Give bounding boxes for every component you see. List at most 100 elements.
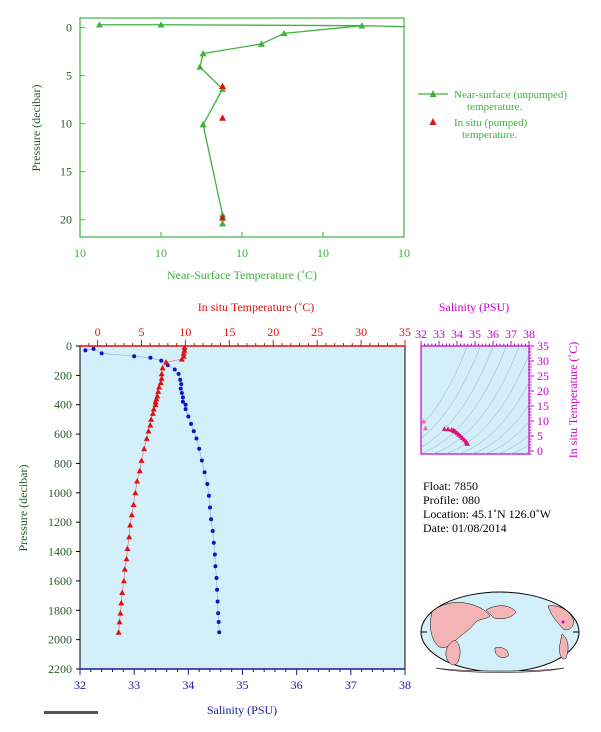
profile-panel: 0200400600800100012001400160018002000220…: [16, 300, 411, 717]
pressure-tick-label: 400: [54, 398, 72, 412]
temperature-point: [159, 365, 166, 371]
pressure-tick-label: 1600: [48, 574, 72, 588]
ts-salinity-tick-label: 35: [469, 327, 481, 341]
salinity-point: [176, 371, 181, 376]
temperature-point: [116, 619, 123, 625]
temperature-point: [143, 435, 150, 441]
ts-point: [441, 426, 447, 431]
salinity-point: [189, 421, 194, 426]
pressure-tick-label: 600: [54, 427, 72, 441]
salinity-point: [210, 528, 215, 533]
ts-density-contour: [445, 353, 529, 454]
salinity-point: [191, 429, 196, 434]
ts-salinity-tick-label: 32: [415, 327, 427, 341]
salinity-point: [206, 493, 211, 498]
near-surface-x-ticks: 10 10 10 10 10: [74, 232, 410, 260]
float-location-marker: [561, 620, 565, 624]
temperature-point: [126, 533, 133, 540]
temperature-point: [155, 388, 162, 394]
near-surface-y-tick-label: 15: [60, 165, 72, 179]
pressure-tick-label: 1000: [48, 486, 72, 500]
legend-pumped-line-1: In situ (pumped): [454, 117, 528, 129]
world-map-landmasses: [430, 602, 575, 673]
temperature-point: [127, 522, 134, 528]
pressure-tick-label: 0: [66, 339, 72, 353]
temperature-profile-line: [118, 347, 185, 633]
salinity-point: [178, 386, 183, 391]
antarctica-shape: [435, 667, 565, 673]
world-map: [420, 591, 580, 673]
ts-density-contour: [484, 421, 529, 454]
temperature-tick-label: 0: [95, 325, 101, 339]
near-surface-unpumped-point: [280, 29, 288, 37]
temperature-point: [181, 347, 188, 353]
salinity-point: [202, 470, 207, 475]
temperature-point: [148, 416, 155, 422]
salinity-point: [205, 482, 210, 487]
ts-density-contour: [421, 346, 481, 439]
temperature-point: [141, 445, 148, 452]
near-surface-x-axis-label: Near-Surface Temperature (˚C): [167, 268, 317, 282]
near-surface-plot-frame: [79, 17, 405, 238]
profile-plot-area: [79, 345, 406, 670]
salinity-point: [212, 552, 217, 557]
salinity-tick-label: 33: [128, 678, 140, 692]
salinity-point: [178, 377, 183, 382]
salinity-tick-label: 37: [345, 678, 357, 692]
near-surface-unpumped-point: [199, 50, 207, 57]
float-id-text: Float: 7850: [423, 479, 478, 493]
temperature-point: [147, 422, 154, 428]
temperature-point: [163, 359, 170, 365]
profile-number-text: Profile: 080: [423, 493, 480, 507]
near-surface-x-tick-label: 10: [74, 246, 86, 260]
temperature-point: [115, 629, 122, 635]
temperature-point: [119, 589, 126, 596]
temperature-point: [156, 384, 163, 390]
legend-red-triangle-icon: [429, 118, 437, 125]
temperature-point: [150, 406, 157, 412]
profile-pressure-ticks: 0 200 400 600 800 1000 1200 1400 1600 1800 2000 220…: [48, 339, 80, 676]
temperature-point: [181, 344, 188, 350]
salinity-point: [194, 436, 199, 441]
pressure-tick-label: 1800: [48, 603, 72, 617]
near-surface-y-tick-label: 5: [66, 69, 72, 83]
near-surface-y-tick-label: 10: [60, 117, 72, 131]
near-surface-pumped-point: [219, 114, 227, 121]
ts-salinity-tick-label: 37: [505, 327, 517, 341]
temperature-point: [121, 566, 128, 572]
temperature-point: [153, 395, 160, 402]
pressure-tick-label: 2000: [48, 633, 72, 647]
salinity-point: [180, 399, 185, 404]
near-surface-unpumped-point: [199, 121, 207, 128]
ts-salinity-ticks: 32 33 34 35 36 37 38: [415, 327, 535, 346]
near-surface-y-axis-label: Pressure (decibar): [29, 85, 43, 172]
ts-point: [422, 425, 429, 431]
legend-item-unpumped: Near-surface (unpumped) temperature.: [454, 89, 570, 113]
south-america-shape: [559, 633, 569, 660]
salinity-point: [99, 351, 104, 356]
ts-plot-area: [420, 345, 530, 455]
temperature-point: [124, 545, 131, 552]
near-surface-panel: 0 5 10 15 20 10 10 10 10 10 Near-Surface Tempera…: [29, 17, 570, 282]
australia-shape: [494, 647, 509, 658]
legend-unpumped-line-2: temperature.: [467, 101, 523, 113]
africa-south-shape: [445, 639, 461, 666]
ts-density-contour: [432, 346, 520, 454]
ts-contour-lines: [421, 346, 529, 454]
ts-temperature-tick-label: 15: [537, 399, 549, 413]
salinity-point: [216, 620, 221, 625]
salinity-point: [215, 599, 220, 604]
salinity-point: [214, 575, 219, 580]
temperature-tick-label: 15: [223, 325, 235, 339]
ts-temperature-tick-label: 35: [537, 339, 549, 353]
near-surface-x-tick-label: 10: [155, 246, 167, 260]
profile-salinity-axis-label: Salinity (PSU): [207, 703, 277, 717]
temperature-point: [118, 599, 125, 606]
salinity-point: [213, 564, 218, 569]
near-surface-y-tick-label: 0: [66, 21, 72, 35]
salinity-point: [199, 458, 204, 463]
near-surface-line-extension: [361, 25, 405, 28]
legend-green-triangle-icon: [429, 90, 437, 97]
